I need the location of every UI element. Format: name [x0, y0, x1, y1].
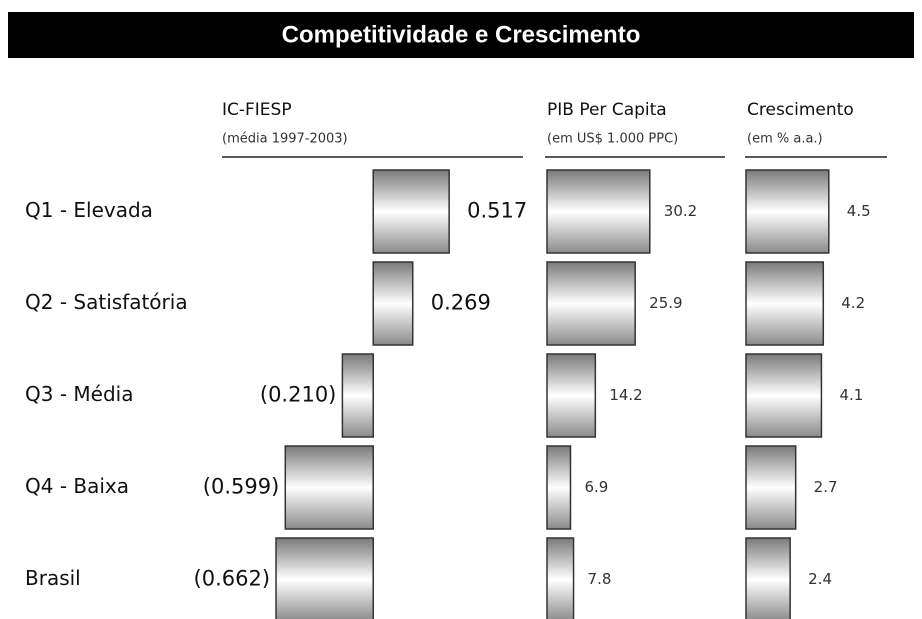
panel-subtitle: (média 1997-2003) — [222, 132, 348, 147]
bar — [745, 445, 797, 530]
bar — [745, 353, 823, 438]
panel-subtitle: (em % a.a.) — [747, 132, 823, 147]
value-label: (0.599) — [203, 475, 280, 499]
bar — [745, 261, 825, 346]
bar — [546, 261, 636, 346]
panel-title: Crescimento — [747, 100, 854, 120]
value-label: 4.5 — [847, 202, 871, 220]
value-label: 4.2 — [841, 294, 865, 312]
value-label: (0.662) — [194, 567, 271, 591]
value-label: 7.8 — [588, 570, 612, 588]
bar — [372, 261, 414, 346]
value-label: 14.2 — [609, 386, 642, 404]
page-title: Competitividade e Crescimento — [282, 21, 641, 48]
row-label: Q4 - Baixa — [25, 474, 129, 498]
value-label: 0.517 — [467, 199, 527, 223]
bar — [546, 537, 575, 619]
panel-title: IC-FIESP — [222, 100, 292, 120]
value-label: 30.2 — [664, 202, 697, 220]
value-label: 2.4 — [808, 570, 832, 588]
bar — [745, 537, 791, 619]
bar — [546, 445, 572, 530]
row-label: Brasil — [25, 566, 81, 590]
row-label: Q1 - Elevada — [25, 198, 153, 222]
row-label: Q2 - Satisfatória — [25, 290, 188, 314]
bar — [745, 169, 830, 254]
bar — [341, 353, 374, 438]
row-label: Q3 - Média — [25, 382, 133, 406]
value-label: (0.210) — [260, 383, 337, 407]
bar — [546, 353, 597, 438]
bar — [546, 169, 651, 254]
bar — [372, 169, 450, 254]
panel-title: PIB Per Capita — [547, 100, 667, 120]
bar — [275, 537, 374, 619]
bar — [284, 445, 374, 530]
value-label: 2.7 — [814, 478, 838, 496]
value-label: 0.269 — [431, 291, 491, 315]
value-label: 25.9 — [649, 294, 682, 312]
panel-subtitle: (em US$ 1.000 PPC) — [547, 132, 678, 147]
title-bar — [8, 12, 914, 58]
value-label: 6.9 — [584, 478, 608, 496]
value-label: 4.1 — [839, 386, 863, 404]
